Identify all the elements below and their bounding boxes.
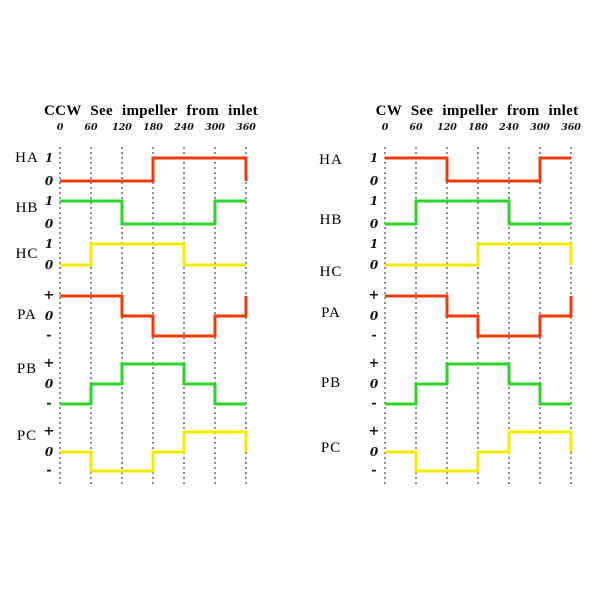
ccw-PA-waveform: [60, 294, 248, 338]
cw-PB-level-minus: -: [371, 396, 377, 411]
ccw-signal-label-HB: HB: [15, 200, 39, 216]
ccw-PA-level-plus: +: [43, 288, 55, 303]
cw-x-tick-180: 180: [468, 122, 488, 133]
cw-PC-level-0: 0: [369, 445, 379, 459]
cw-HC-level-0: 0: [369, 258, 379, 272]
cw-signal-label-PA: PA: [321, 305, 341, 321]
cw-title: CW See impeller from inlet: [375, 103, 579, 119]
cw-HA-waveform: [385, 156, 571, 183]
cw-HC-level-1: 1: [369, 237, 379, 251]
cw-PB-level-0: 0: [369, 377, 379, 391]
cw-x-tick-300: 300: [530, 122, 550, 133]
ccw-PA-level-minus: -: [46, 328, 52, 343]
ccw-x-tick-180: 180: [143, 122, 163, 133]
cw-signal-label-PB: PB: [320, 375, 342, 391]
ccw-PB-level-0: 0: [44, 377, 54, 391]
cw-PA-waveform: [385, 294, 573, 338]
ccw-signal-label-PA: PA: [17, 307, 37, 323]
cw-x-tick-0: 0: [381, 122, 389, 133]
cw-PA-level-0: 0: [369, 309, 379, 323]
cw-PC-waveform: [385, 430, 573, 473]
ccw-x-tick-360: 360: [236, 122, 256, 133]
cw-HA-level-1: 1: [369, 151, 379, 165]
ccw-HA-level-0: 0: [44, 174, 54, 188]
ccw-title: CCW See impeller from inlet: [44, 103, 258, 119]
ccw-PB-waveform: [60, 362, 246, 406]
ccw-signal-label-HC: HC: [15, 246, 39, 262]
ccw-signal-label-PC: PC: [16, 428, 38, 444]
ccw-HC-level-1: 1: [44, 237, 54, 251]
ccw-x-tick-60: 60: [84, 122, 98, 133]
cw-signal-label-HB: HB: [319, 212, 343, 228]
ccw-signal-label-PB: PB: [16, 361, 38, 377]
ccw-PB-level-minus: -: [46, 396, 52, 411]
ccw-x-tick-240: 240: [174, 122, 194, 133]
ccw-PA-level-0: 0: [44, 309, 54, 323]
ccw-x-tick-300: 300: [205, 122, 225, 133]
ccw-signal-label-HA: HA: [15, 150, 39, 166]
cw-x-tick-60: 60: [409, 122, 423, 133]
ccw-HB-level-0: 0: [44, 217, 54, 231]
ccw-x-tick-120: 120: [112, 122, 132, 133]
cw-HB-level-0: 0: [369, 217, 379, 231]
cw-PC-level-minus: -: [371, 463, 377, 478]
cw-x-tick-240: 240: [499, 122, 519, 133]
ccw-PC-level-minus: -: [46, 463, 52, 478]
ccw-PB-level-plus: +: [43, 356, 55, 371]
cw-PB-waveform: [385, 362, 571, 406]
cw-x-tick-120: 120: [437, 122, 457, 133]
cw-HC-waveform: [385, 242, 573, 267]
cw-PB-level-plus: +: [368, 356, 380, 371]
ccw-HC-level-0: 0: [44, 258, 54, 272]
ccw-HC-waveform: [60, 242, 246, 267]
cw-x-tick-360: 360: [561, 122, 581, 133]
cw-HA-level-0: 0: [369, 174, 379, 188]
ccw-PC-waveform: [60, 430, 248, 473]
ccw-HA-waveform: [60, 156, 248, 183]
ccw-HB-waveform: [60, 199, 246, 226]
ccw-PC-level-0: 0: [44, 445, 54, 459]
ccw-HB-level-1: 1: [44, 194, 54, 208]
ccw-PC-level-plus: +: [43, 424, 55, 439]
cw-signal-label-PC: PC: [320, 440, 342, 456]
cw-signal-label-HC: HC: [319, 264, 343, 280]
cw-HB-waveform: [385, 199, 571, 226]
cw-PA-level-minus: -: [371, 328, 377, 343]
ccw-HA-level-1: 1: [44, 151, 54, 165]
cw-PC-level-plus: +: [368, 424, 380, 439]
cw-signal-label-HA: HA: [319, 152, 343, 168]
cw-HB-level-1: 1: [369, 194, 379, 208]
ccw-x-tick-0: 0: [56, 122, 64, 133]
cw-PA-level-plus: +: [368, 288, 380, 303]
